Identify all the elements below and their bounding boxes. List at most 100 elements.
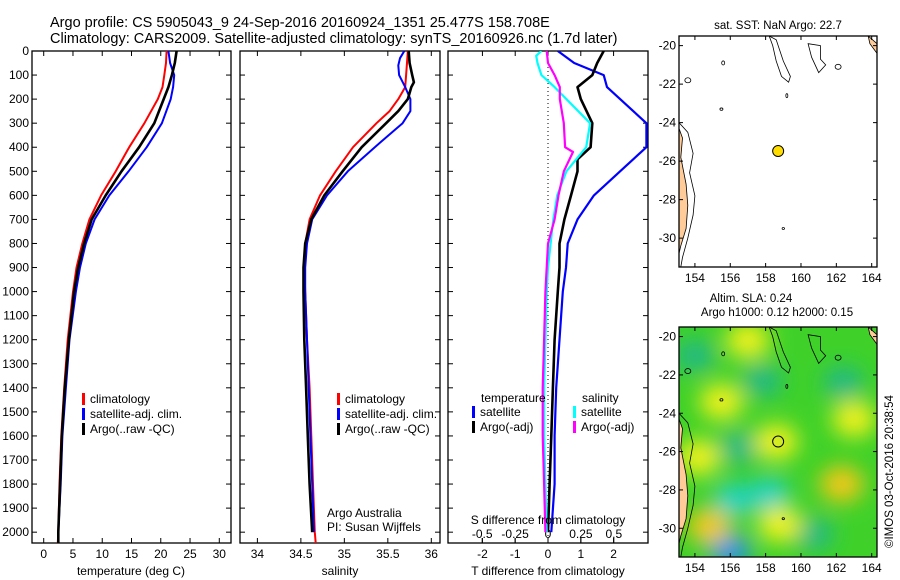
map-ytick-label: -24: [659, 406, 677, 420]
diff-t-satellite-line: [550, 51, 648, 533]
islet-contour: [721, 60, 726, 66]
map-xtick-label: 160: [791, 271, 811, 285]
islet-contour: [684, 368, 692, 374]
argo-float-marker: [772, 145, 785, 158]
sal-legend-label: Argo(..raw -QC): [345, 422, 430, 436]
temp-ytick-label: 1700: [2, 453, 29, 467]
diff-s-xtick-label: 0: [545, 527, 552, 541]
sla-field: [679, 327, 877, 557]
shelf-contour: [679, 122, 696, 267]
sst-map-panel: 154 156 158 160 162 164 -20 -22 -24 -26 -28 -30: [659, 35, 882, 285]
sla-high-region: [679, 439, 721, 476]
diff-s-xtick-label: 0.5: [605, 527, 622, 541]
map-xtick-label: 156: [720, 561, 740, 575]
map-xtick-label: 160: [791, 561, 811, 575]
temp-legend-label: climatology: [90, 392, 150, 406]
sla-map-title: Altim. SLA: 0.24: [710, 293, 793, 305]
map-ytick-label: -20: [659, 330, 677, 344]
sla-map-subtitle: Argo h1000: 0.12 h2000: 0.15: [701, 307, 853, 319]
sal-xtick-label: 34.5: [289, 547, 313, 561]
map-frame: [678, 35, 878, 268]
diff-legend-temperature-label: satellite: [480, 405, 521, 419]
diff-s-argo-line: [541, 51, 575, 533]
sla-high-region: [687, 508, 732, 545]
sla-low-region: [742, 364, 783, 397]
temp-xtick-label: 15: [125, 547, 139, 561]
map-xtick-label: 164: [862, 561, 882, 575]
islet-contour: [719, 107, 724, 111]
diff-legend-title-temperature: temperature: [481, 391, 546, 405]
islet-contour: [719, 398, 724, 402]
diff-legend-temperature-swatch: [472, 406, 475, 418]
temp-ytick-label: 700: [9, 212, 29, 226]
temp-xtick-label: 0: [40, 547, 47, 561]
diff-legend-salinity-label: Argo(-adj): [581, 420, 634, 434]
diff-legend-title-salinity: salinity: [582, 391, 619, 405]
chesterfield-contour: [807, 43, 827, 74]
temp-legend-label: Argo(..raw -QC): [90, 422, 175, 436]
diff-legend-salinity-swatch: [573, 421, 576, 433]
shelf-contour: [679, 413, 696, 557]
sal-xlabel: salinity: [322, 564, 359, 578]
temp-ytick-label: 900: [9, 261, 29, 275]
temp-ytick-label: 1900: [2, 501, 29, 515]
map-xtick-label: 154: [685, 271, 705, 285]
sla-high-region: [832, 401, 877, 437]
map-xtick-label: 156: [720, 271, 740, 285]
islet-contour: [781, 227, 785, 230]
map-ytick-label: -26: [659, 154, 677, 168]
sal-xtick-label: 36: [425, 547, 439, 561]
diff-t-xtick-label: -1: [510, 547, 521, 561]
new-caledonia-land: [867, 36, 877, 54]
temp-xlabel: temperature (deg C): [77, 564, 185, 578]
sal-legend-label: climatology: [345, 392, 405, 406]
sal-climatology-line: [303, 51, 409, 543]
temperature-panel: 0 5 10 15 20 25 300100200300400500600700800900…: [2, 44, 232, 561]
sal-satellite-clim-line: [304, 51, 412, 533]
temp-xtick-label: 5: [70, 547, 77, 561]
sla-map-panel: 154 156 158 160 162 164 -20 -22 -24 -26 -28 -30: [659, 326, 882, 575]
diff-legend-salinity-label: satellite: [581, 405, 622, 419]
map-ytick-label: -24: [659, 116, 677, 130]
australia-land: [679, 128, 689, 254]
map-xtick-label: 158: [756, 561, 776, 575]
diff-t-xtick-label: 2: [610, 547, 617, 561]
temp-legend-swatch: [82, 408, 85, 420]
sal-legend-swatch: [337, 423, 340, 435]
map-ytick-label: -30: [659, 521, 677, 535]
sal-xtick-label: 34: [251, 547, 265, 561]
islet-contour: [721, 351, 726, 357]
map-xtick-label: 154: [685, 561, 705, 575]
temp-argo-line: [56, 51, 178, 543]
temp-ytick-label: 1300: [2, 357, 29, 371]
map-content: [679, 327, 877, 557]
temp-legend-swatch: [82, 423, 85, 435]
temp-satellite-clim-line: [57, 51, 176, 533]
new-caledonia-land: [867, 327, 877, 345]
map-xtick-label: 158: [756, 271, 776, 285]
map-ytick-label: -22: [659, 368, 677, 382]
salinity-panel: 34 34.5 35 35.5 36 climatologysatellite-adj. …: [239, 50, 441, 561]
sal-xtick-label: 35.5: [376, 547, 400, 561]
copyright-stamp: ©IMOS 03-Oct-2016 20:38:54: [884, 394, 896, 548]
temp-ytick-label: 1100: [3, 309, 29, 323]
sla-high-region: [819, 466, 864, 503]
islet-contour: [785, 384, 789, 389]
sst-map-title: sat. SST: NaN Argo: 22.7: [714, 20, 842, 32]
diff-legend-temperature-swatch: [472, 421, 475, 433]
argo-float-marker: [772, 435, 785, 448]
sal-annotation-2: PI: Susan Wijffels: [327, 520, 421, 534]
diff-t-xtick-label: 0: [545, 547, 552, 561]
temp-ytick-label: 1500: [2, 405, 29, 419]
map-ytick-label: -30: [659, 231, 677, 245]
sal-legend-swatch: [337, 408, 340, 420]
sal-argo-line: [302, 51, 416, 533]
islet-contour: [781, 517, 785, 521]
islet-contour: [834, 354, 842, 361]
diff-s-xtick-label: -0.25: [501, 527, 529, 541]
map-frame: [678, 326, 878, 558]
temp-ytick-label: 0: [22, 44, 29, 58]
islet-contour: [834, 63, 842, 70]
temp-xtick-label: 10: [96, 547, 110, 561]
